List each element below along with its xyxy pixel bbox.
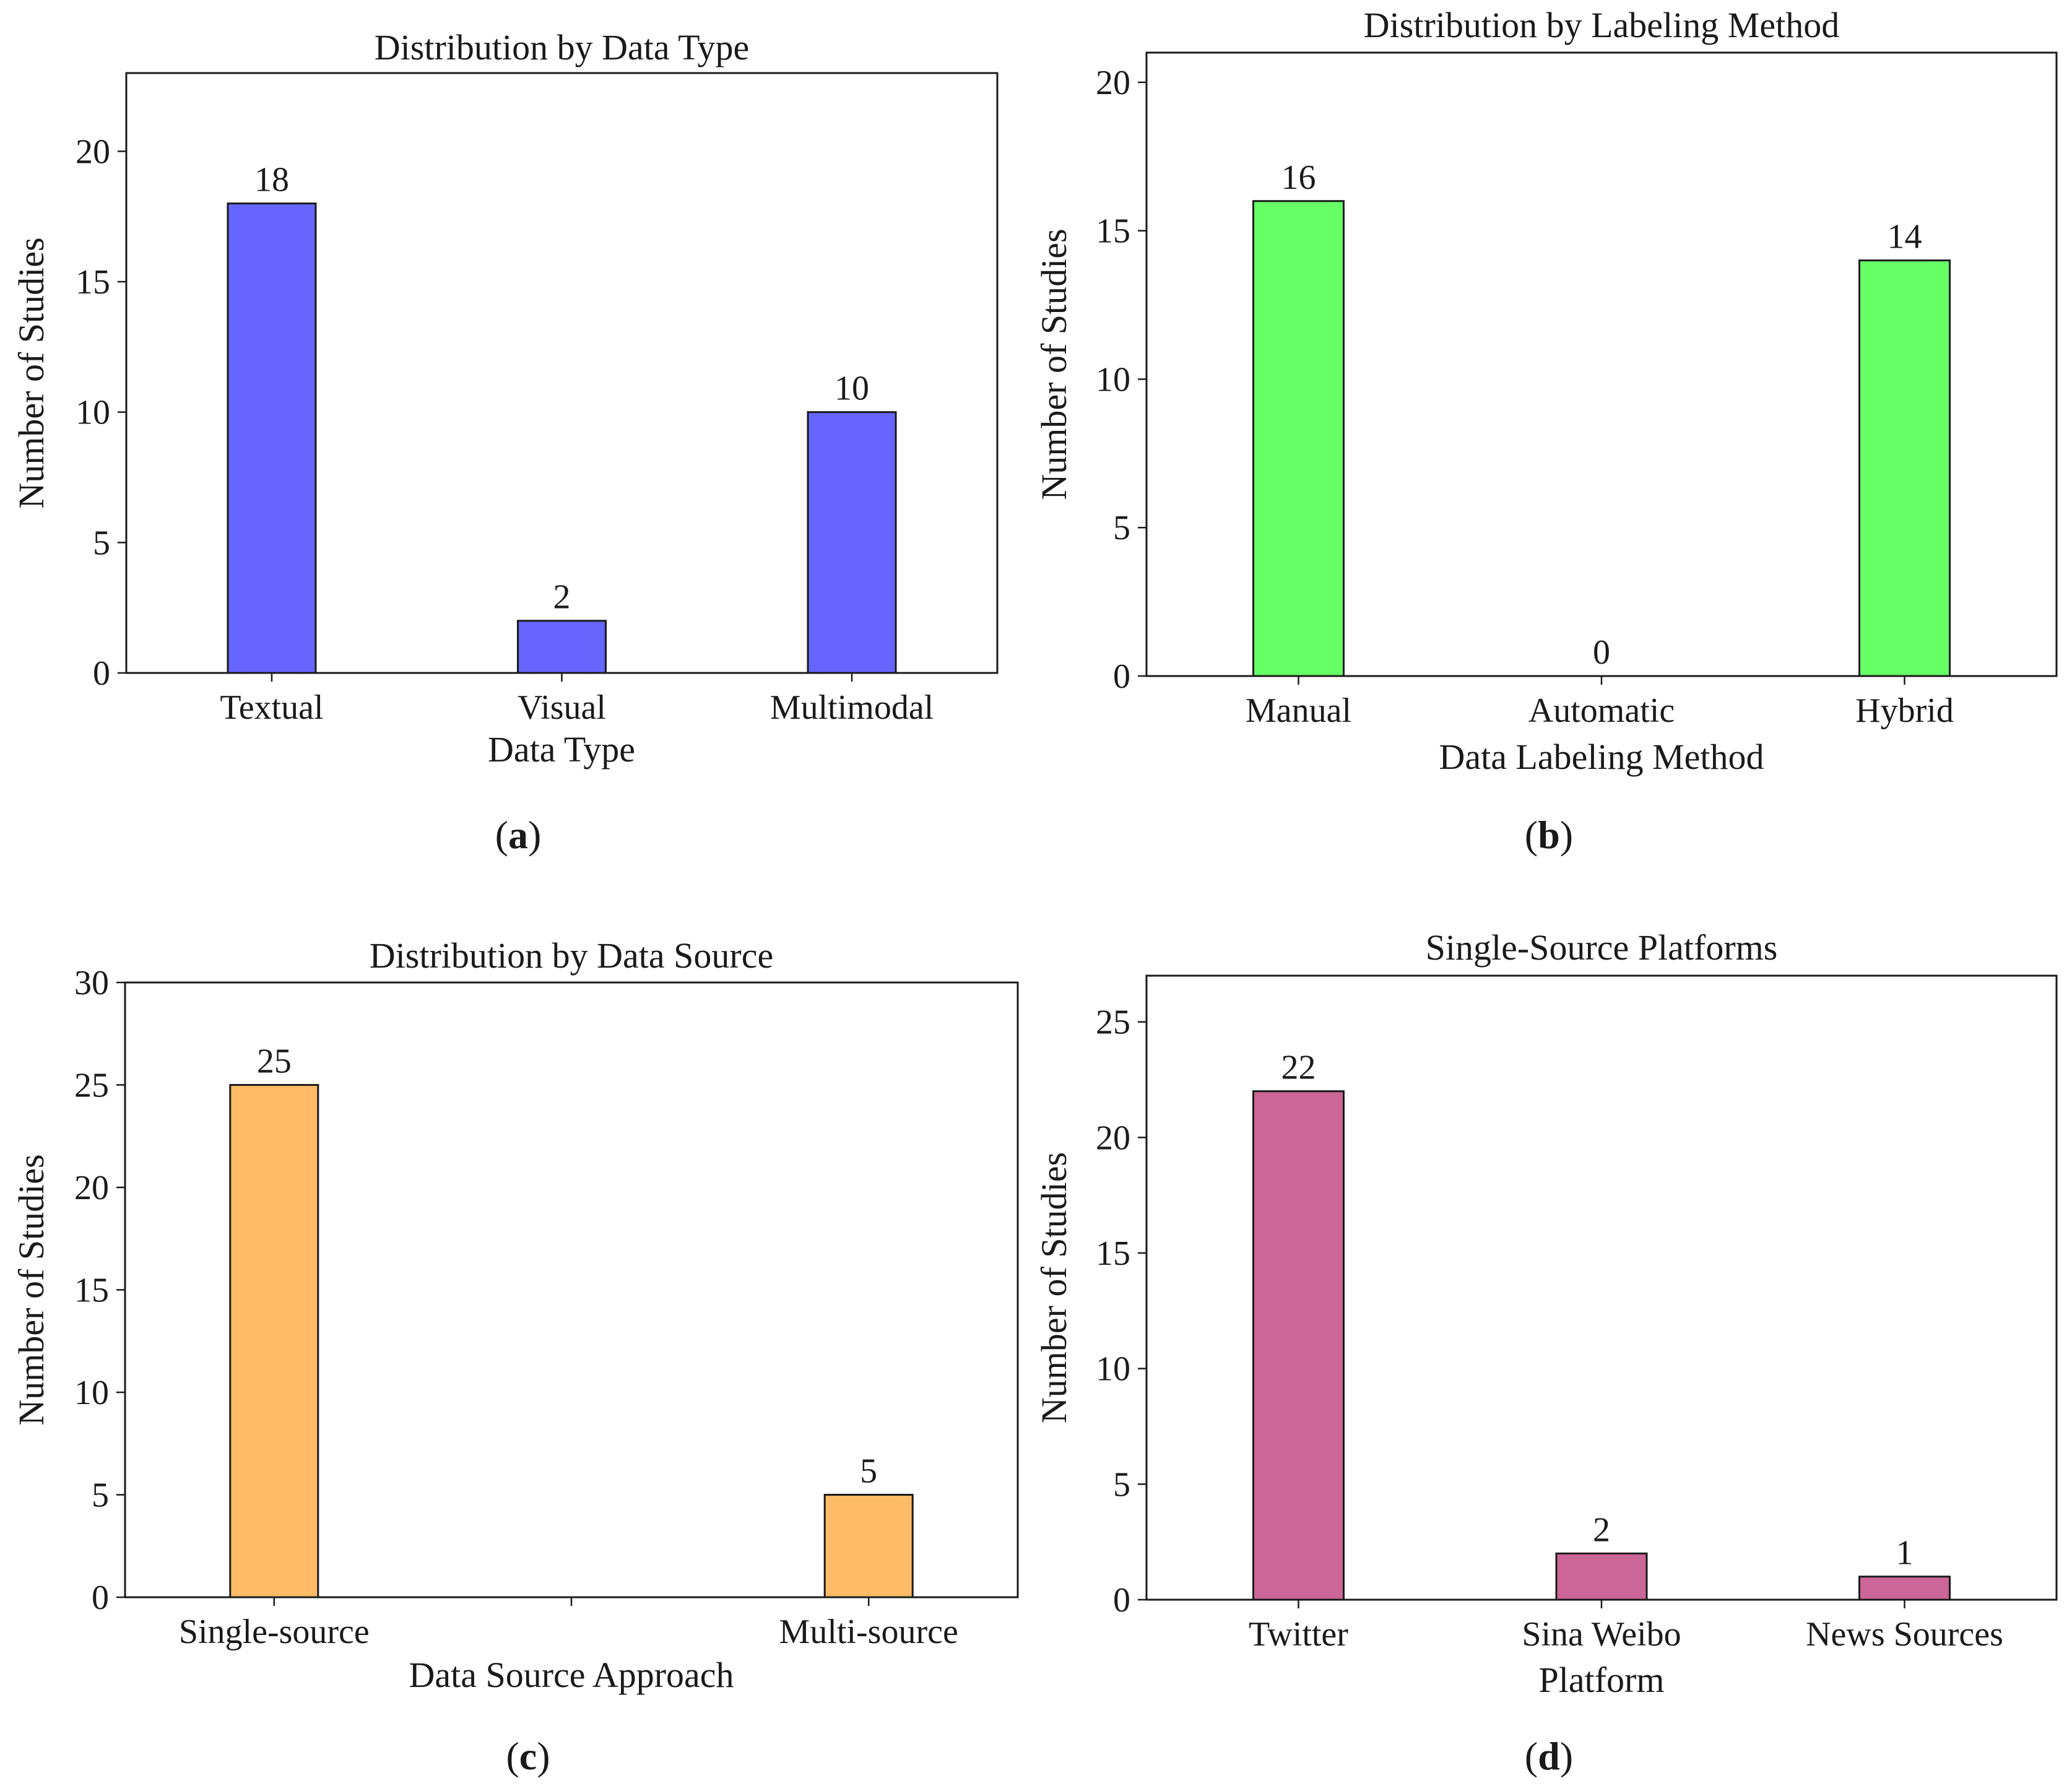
chart-title: Distribution by Data Type bbox=[375, 27, 749, 67]
y-tick-label: 20 bbox=[1096, 64, 1130, 102]
x-axis-label: Data Labeling Method bbox=[1439, 737, 1764, 777]
y-tick-label: 5 bbox=[1113, 1465, 1130, 1504]
y-axis-label: Number of Studies bbox=[11, 237, 51, 508]
value-label: 10 bbox=[834, 370, 869, 408]
x-tick-label: Textual bbox=[220, 688, 323, 727]
value-label: 5 bbox=[860, 1452, 877, 1491]
value-label: 0 bbox=[1593, 633, 1610, 672]
y-tick-label: 20 bbox=[1096, 1119, 1130, 1157]
y-tick-label: 10 bbox=[76, 394, 110, 432]
y-tick-label: 25 bbox=[74, 1067, 109, 1105]
x-tick-label: News Sources bbox=[1806, 1615, 2003, 1654]
y-tick-label: 30 bbox=[74, 964, 109, 1002]
chart-title: Distribution by Labeling Method bbox=[1364, 5, 1839, 45]
bar-sina-weibo bbox=[1555, 1552, 1648, 1601]
y-axis-label: Number of Studies bbox=[1034, 1152, 1074, 1423]
panel-letter: b bbox=[1538, 813, 1560, 857]
y-tick-label: 15 bbox=[1096, 1234, 1130, 1273]
panel-letter: c bbox=[519, 1734, 537, 1778]
plot-frame bbox=[125, 72, 999, 674]
value-label: 22 bbox=[1281, 1049, 1316, 1087]
bar-multi-source bbox=[823, 1494, 914, 1598]
y-tick-label: 20 bbox=[74, 1169, 109, 1207]
chart-title: Single-Source Platforms bbox=[1426, 927, 1778, 968]
bar-hybrid bbox=[1858, 259, 1951, 677]
plot-frame bbox=[1145, 51, 2058, 677]
value-label: 14 bbox=[1888, 218, 1922, 256]
x-axis-label: Platform bbox=[1539, 1660, 1665, 1700]
value-label: 18 bbox=[254, 161, 289, 199]
panel-a: Distribution by Data Type 0 5 10 15 20 18 Textu… bbox=[11, 27, 999, 857]
y-tick-label: 10 bbox=[1096, 360, 1130, 399]
x-tick-label: Twitter bbox=[1249, 1615, 1348, 1654]
panel-c: Distribution by Data Source 0 5 10 15 20 25 30 2… bbox=[11, 935, 1019, 1778]
bar-multimodal bbox=[807, 411, 897, 674]
y-tick-label: 25 bbox=[1096, 1004, 1130, 1042]
y-tick-label: 15 bbox=[76, 263, 110, 301]
y-axis-label: Number of Studies bbox=[1034, 228, 1074, 500]
value-label: 16 bbox=[1281, 158, 1316, 197]
panel-b: Distribution by Labeling Method 0 5 10 15 20 1… bbox=[1034, 5, 2058, 857]
value-label: 2 bbox=[1593, 1511, 1610, 1549]
y-tick-label: 5 bbox=[1113, 509, 1130, 547]
bar-visual bbox=[517, 620, 607, 674]
plot-frame bbox=[124, 981, 1019, 1598]
bar-news-sources bbox=[1858, 1576, 1951, 1601]
bar-textual bbox=[227, 202, 317, 674]
x-tick-label: Sina Weibo bbox=[1522, 1615, 1681, 1654]
chart-title: Distribution by Data Source bbox=[370, 935, 773, 976]
y-tick-label: 0 bbox=[92, 1579, 109, 1617]
bar-single-source bbox=[229, 1084, 319, 1598]
panel-letter: d bbox=[1538, 1734, 1560, 1778]
x-tick-label: Multi-source bbox=[779, 1613, 958, 1651]
panel-caption: (a) bbox=[495, 813, 542, 857]
y-tick-label: 0 bbox=[1113, 657, 1130, 696]
value-label: 25 bbox=[257, 1043, 292, 1081]
x-tick-label: Automatic bbox=[1528, 692, 1675, 730]
y-tick-label: 0 bbox=[93, 654, 110, 693]
x-axis-label: Data Source Approach bbox=[409, 1655, 734, 1695]
panel-caption: (d) bbox=[1525, 1734, 1573, 1778]
x-axis-label: Data Type bbox=[488, 729, 635, 770]
y-tick-label: 15 bbox=[74, 1272, 109, 1310]
panel-caption: (b) bbox=[1525, 813, 1573, 857]
y-tick-label: 20 bbox=[76, 132, 110, 171]
panel-caption: (c) bbox=[506, 1734, 550, 1778]
value-label: 1 bbox=[1896, 1534, 1914, 1572]
x-tick-label: Hybrid bbox=[1855, 692, 1954, 730]
value-label: 2 bbox=[553, 578, 571, 617]
x-tick-label: Manual bbox=[1246, 692, 1351, 730]
y-tick-label: 0 bbox=[1113, 1581, 1130, 1620]
y-axis-label: Number of Studies bbox=[11, 1154, 51, 1425]
x-tick-label: Multimodal bbox=[770, 688, 934, 727]
y-tick-label: 10 bbox=[1096, 1350, 1130, 1389]
x-tick-label: Visual bbox=[518, 688, 606, 727]
bar-twitter bbox=[1252, 1090, 1345, 1601]
bar-manual bbox=[1252, 200, 1345, 677]
y-tick-label: 5 bbox=[92, 1477, 109, 1515]
x-tick-label: Single-source bbox=[179, 1613, 370, 1651]
y-tick-label: 10 bbox=[74, 1374, 109, 1412]
y-tick-label: 5 bbox=[93, 524, 110, 562]
plot-frame bbox=[1145, 974, 2058, 1601]
y-tick-label: 15 bbox=[1096, 212, 1130, 251]
panel-d: Single-Source Platforms 0 5 10 15 20 25 22 Twitt… bbox=[1034, 927, 2058, 1778]
panel-letter: a bbox=[508, 813, 528, 857]
